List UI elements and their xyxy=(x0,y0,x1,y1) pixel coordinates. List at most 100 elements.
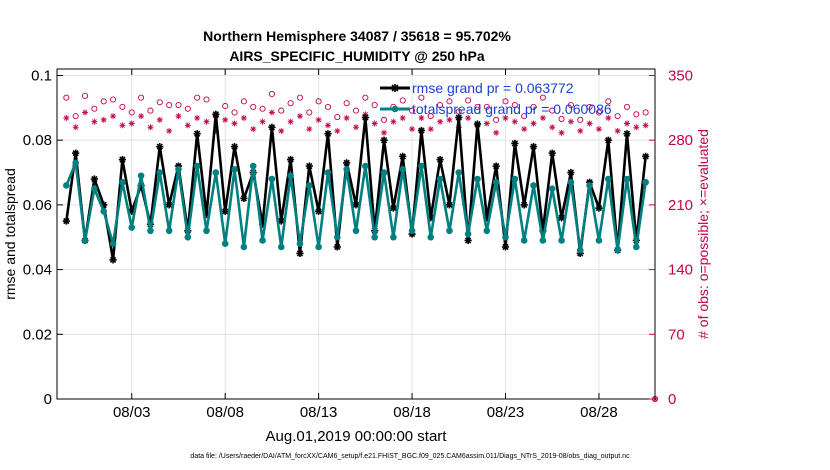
evaluated-obs-marker xyxy=(371,120,378,127)
rmse-point xyxy=(72,149,80,157)
evaluated-obs-marker xyxy=(250,126,257,133)
y-tick-label: 0.1 xyxy=(31,67,52,84)
rmse-point xyxy=(230,143,239,151)
evaluated-obs-marker xyxy=(633,124,640,131)
x-tick-label: 08/08 xyxy=(206,404,244,421)
totalspread-point xyxy=(371,233,378,241)
plot-marks xyxy=(62,90,659,403)
possible-obs-marker xyxy=(278,107,285,114)
possible-obs-marker xyxy=(184,105,191,112)
rmse-point xyxy=(221,207,229,215)
evaluated-obs-marker xyxy=(259,118,266,125)
rmse-point xyxy=(165,201,173,209)
possible-obs-marker xyxy=(91,105,98,112)
possible-obs-marker xyxy=(287,100,294,107)
possible-obs-marker xyxy=(222,102,229,110)
evaluated-obs-marker xyxy=(334,127,341,134)
totalspread-point xyxy=(81,237,89,244)
possible-obs-marker xyxy=(511,102,518,109)
possible-obs-marker xyxy=(334,114,341,121)
possible-obs-marker xyxy=(409,107,416,114)
rmse-point xyxy=(464,236,472,245)
possible-obs-marker xyxy=(231,109,238,116)
evaluated-obs-marker xyxy=(128,120,135,127)
possible-obs-marker xyxy=(437,102,444,109)
rmse-point xyxy=(604,136,612,144)
rmse-point xyxy=(324,130,332,138)
rmse-point xyxy=(305,162,313,170)
possible-obs-marker xyxy=(362,94,369,101)
x-tick-label: 08/23 xyxy=(487,404,525,421)
y2-tick-label: 280 xyxy=(668,132,693,149)
evaluated-obs-marker xyxy=(343,114,350,121)
x-axis-label: Aug.01,2019 00:00:00 start xyxy=(266,428,448,445)
totalspread-point xyxy=(576,246,584,254)
totalspread-point xyxy=(567,178,575,186)
evaluated-obs-marker xyxy=(642,122,649,129)
totalspread-point xyxy=(184,233,192,241)
rmse-point xyxy=(567,168,575,177)
possible-obs-marker xyxy=(530,103,537,110)
rmse-point xyxy=(62,217,70,225)
y-axis-label: rmse and totalspread xyxy=(2,168,18,300)
possible-obs-marker xyxy=(623,103,631,110)
totalspread-point xyxy=(623,175,631,183)
rmse-point xyxy=(445,201,454,209)
possible-obs-marker xyxy=(259,105,266,112)
data-file-footnote: data file: /Users/raeder/DAI/ATM_forcXX/… xyxy=(190,453,630,460)
evaluated-obs-marker xyxy=(567,118,574,125)
evaluated-obs-marker xyxy=(138,113,145,120)
evaluated-obs-marker xyxy=(511,118,518,125)
totalspread-point xyxy=(334,233,341,241)
chart-subtitle: AIRS_SPECIFIC_HUMIDITY @ 250 hPa xyxy=(229,48,485,64)
rmse-point xyxy=(492,162,500,170)
totalspread-point xyxy=(240,243,248,251)
totalspread-point xyxy=(464,230,472,238)
totalspread-point xyxy=(548,185,556,193)
totalspread-point xyxy=(156,169,164,176)
possible-obs-marker xyxy=(100,98,107,105)
evaluated-obs-marker xyxy=(483,120,490,127)
evaluated-obs-marker xyxy=(147,124,154,131)
totalspread-point xyxy=(408,227,416,235)
possible-obs-marker xyxy=(166,102,173,109)
possible-obs-marker xyxy=(474,103,481,110)
totalspread-point xyxy=(193,162,201,170)
possible-obs-marker xyxy=(315,98,322,105)
evaluated-obs-marker xyxy=(231,120,238,127)
evaluated-obs-marker xyxy=(623,120,630,127)
totalspread-point xyxy=(604,175,612,183)
evaluated-obs-marker xyxy=(614,127,621,134)
evaluated-obs-marker xyxy=(82,109,89,116)
possible-obs-marker xyxy=(399,97,406,104)
y-tick-label: 0.08 xyxy=(23,132,52,149)
possible-obs-marker xyxy=(427,113,434,120)
evaluated-obs-marker xyxy=(278,127,285,134)
evaluated-obs-marker xyxy=(390,118,397,125)
possible-obs-marker xyxy=(119,103,126,110)
rmse-point xyxy=(193,130,201,138)
possible-obs-marker xyxy=(138,94,145,101)
axis-ticks: 08/03 08/08 08/13 08/18 08/23 08/28 0 0.02 0.04 0… xyxy=(23,67,693,421)
plot-frame xyxy=(56,68,656,400)
totalspread-point xyxy=(175,165,182,173)
rmse-point xyxy=(109,256,117,264)
totalspread-point xyxy=(109,240,117,248)
totalspread-point xyxy=(446,227,453,235)
totalspread-point xyxy=(268,175,276,183)
rmse-point xyxy=(529,143,538,151)
possible-obs-marker xyxy=(586,103,593,110)
totalspread-point xyxy=(633,243,640,251)
totalspread-point xyxy=(483,227,491,235)
possible-obs-marker xyxy=(110,96,117,103)
totalspread-point xyxy=(455,169,463,176)
totalspread-point xyxy=(474,175,481,183)
totalspread-point xyxy=(249,162,257,170)
totalspread-point xyxy=(100,208,108,215)
rmse-line xyxy=(65,112,647,262)
y-tick-label: 0 xyxy=(44,391,52,408)
totalspread-point xyxy=(137,172,145,180)
totalspread-point xyxy=(324,169,332,176)
totalspread-point xyxy=(63,182,70,189)
possible-obs-marker xyxy=(595,109,602,116)
